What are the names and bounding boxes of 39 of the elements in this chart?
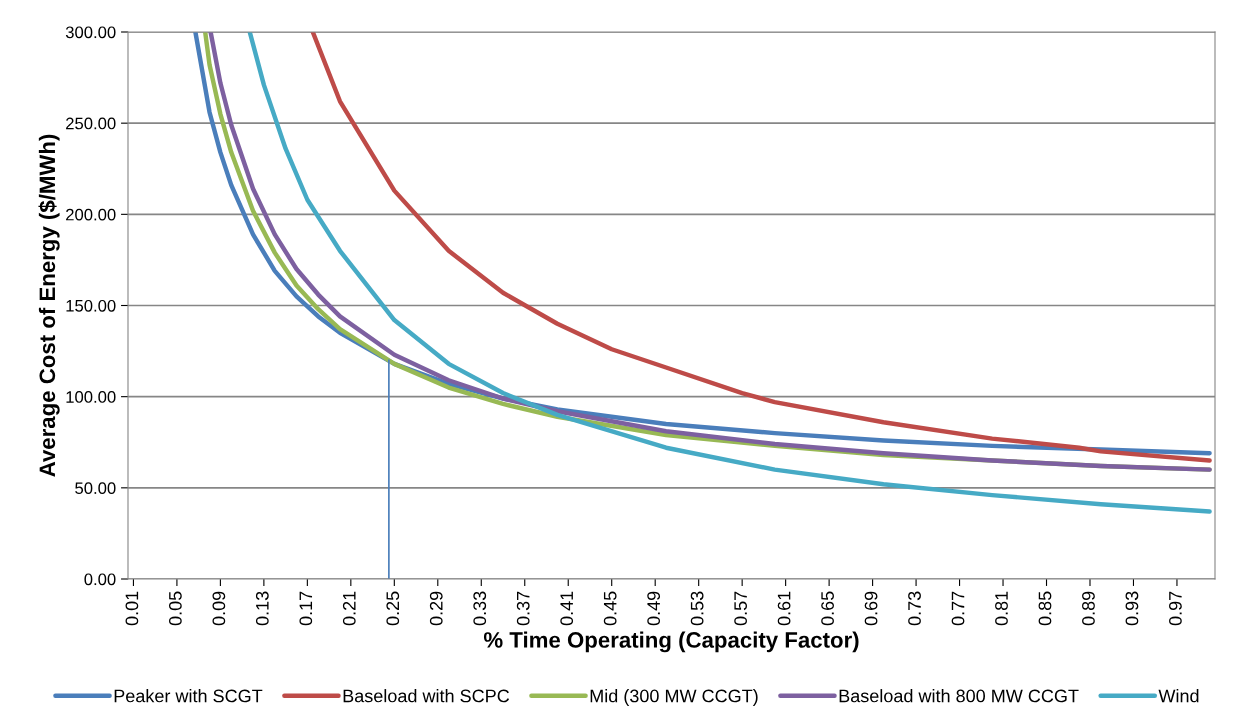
x-tick-label: 0.49 bbox=[647, 591, 661, 626]
x-tick-label: 0.93 bbox=[1125, 591, 1139, 626]
x-tick-label: 0.29 bbox=[429, 591, 443, 626]
x-tick-label: 0.17 bbox=[299, 591, 313, 626]
x-tick-label: 0.33 bbox=[473, 591, 487, 626]
x-tick-label: 0.21 bbox=[342, 591, 356, 626]
y-tick-label: 200.00 bbox=[66, 208, 116, 221]
y-tick-label: 0.00 bbox=[84, 573, 116, 586]
x-tick-label: 0.57 bbox=[734, 591, 747, 626]
x-tick-label: 0.13 bbox=[255, 591, 269, 626]
x-tick-label: 0.97 bbox=[1169, 591, 1182, 626]
x-axis-title: % Time Operating (Capacity Factor) bbox=[483, 631, 859, 653]
x-tick-label: 0.65 bbox=[821, 591, 834, 626]
x-tick-label: 0.09 bbox=[212, 591, 226, 626]
y-tick-label: 50.00 bbox=[75, 482, 116, 495]
y-tick-label: 250.00 bbox=[66, 117, 116, 130]
x-tick-label: 0.25 bbox=[386, 591, 400, 626]
x-tick-label: 0.73 bbox=[908, 591, 921, 626]
y-tick-label: 150.00 bbox=[66, 299, 116, 312]
x-tick-label: 0.01 bbox=[125, 591, 139, 626]
x-tick-label: 0.69 bbox=[864, 591, 878, 626]
x-tick-label: 0.37 bbox=[516, 591, 530, 626]
legend-label: Wind bbox=[1158, 689, 1199, 703]
x-tick-label: 0.53 bbox=[690, 591, 704, 626]
y-axis-title: Average Cost of Energy ($/MWh) bbox=[38, 134, 60, 477]
x-tick-label: 0.77 bbox=[951, 591, 965, 626]
x-tick-label: 0.45 bbox=[603, 591, 617, 626]
y-tick-label: 100.00 bbox=[66, 391, 116, 403]
x-tick-label: 0.41 bbox=[560, 591, 574, 626]
x-tick-label: 0.81 bbox=[995, 591, 1008, 626]
x-tick-label: 0.89 bbox=[1082, 591, 1095, 626]
x-tick-label: 0.61 bbox=[777, 591, 791, 626]
y-tick-label: 300.00 bbox=[65, 26, 116, 39]
legend-label: Peaker with SCGT bbox=[114, 689, 263, 703]
legend-label: Baseload with 800 MW CCGT bbox=[839, 689, 1079, 703]
legend-label: Mid (300 MW CCGT) bbox=[590, 689, 758, 706]
x-tick-label: 0.85 bbox=[1038, 591, 1052, 626]
x-tick-label: 0.05 bbox=[168, 591, 182, 626]
legend-label: Baseload with SCPC bbox=[343, 689, 510, 703]
